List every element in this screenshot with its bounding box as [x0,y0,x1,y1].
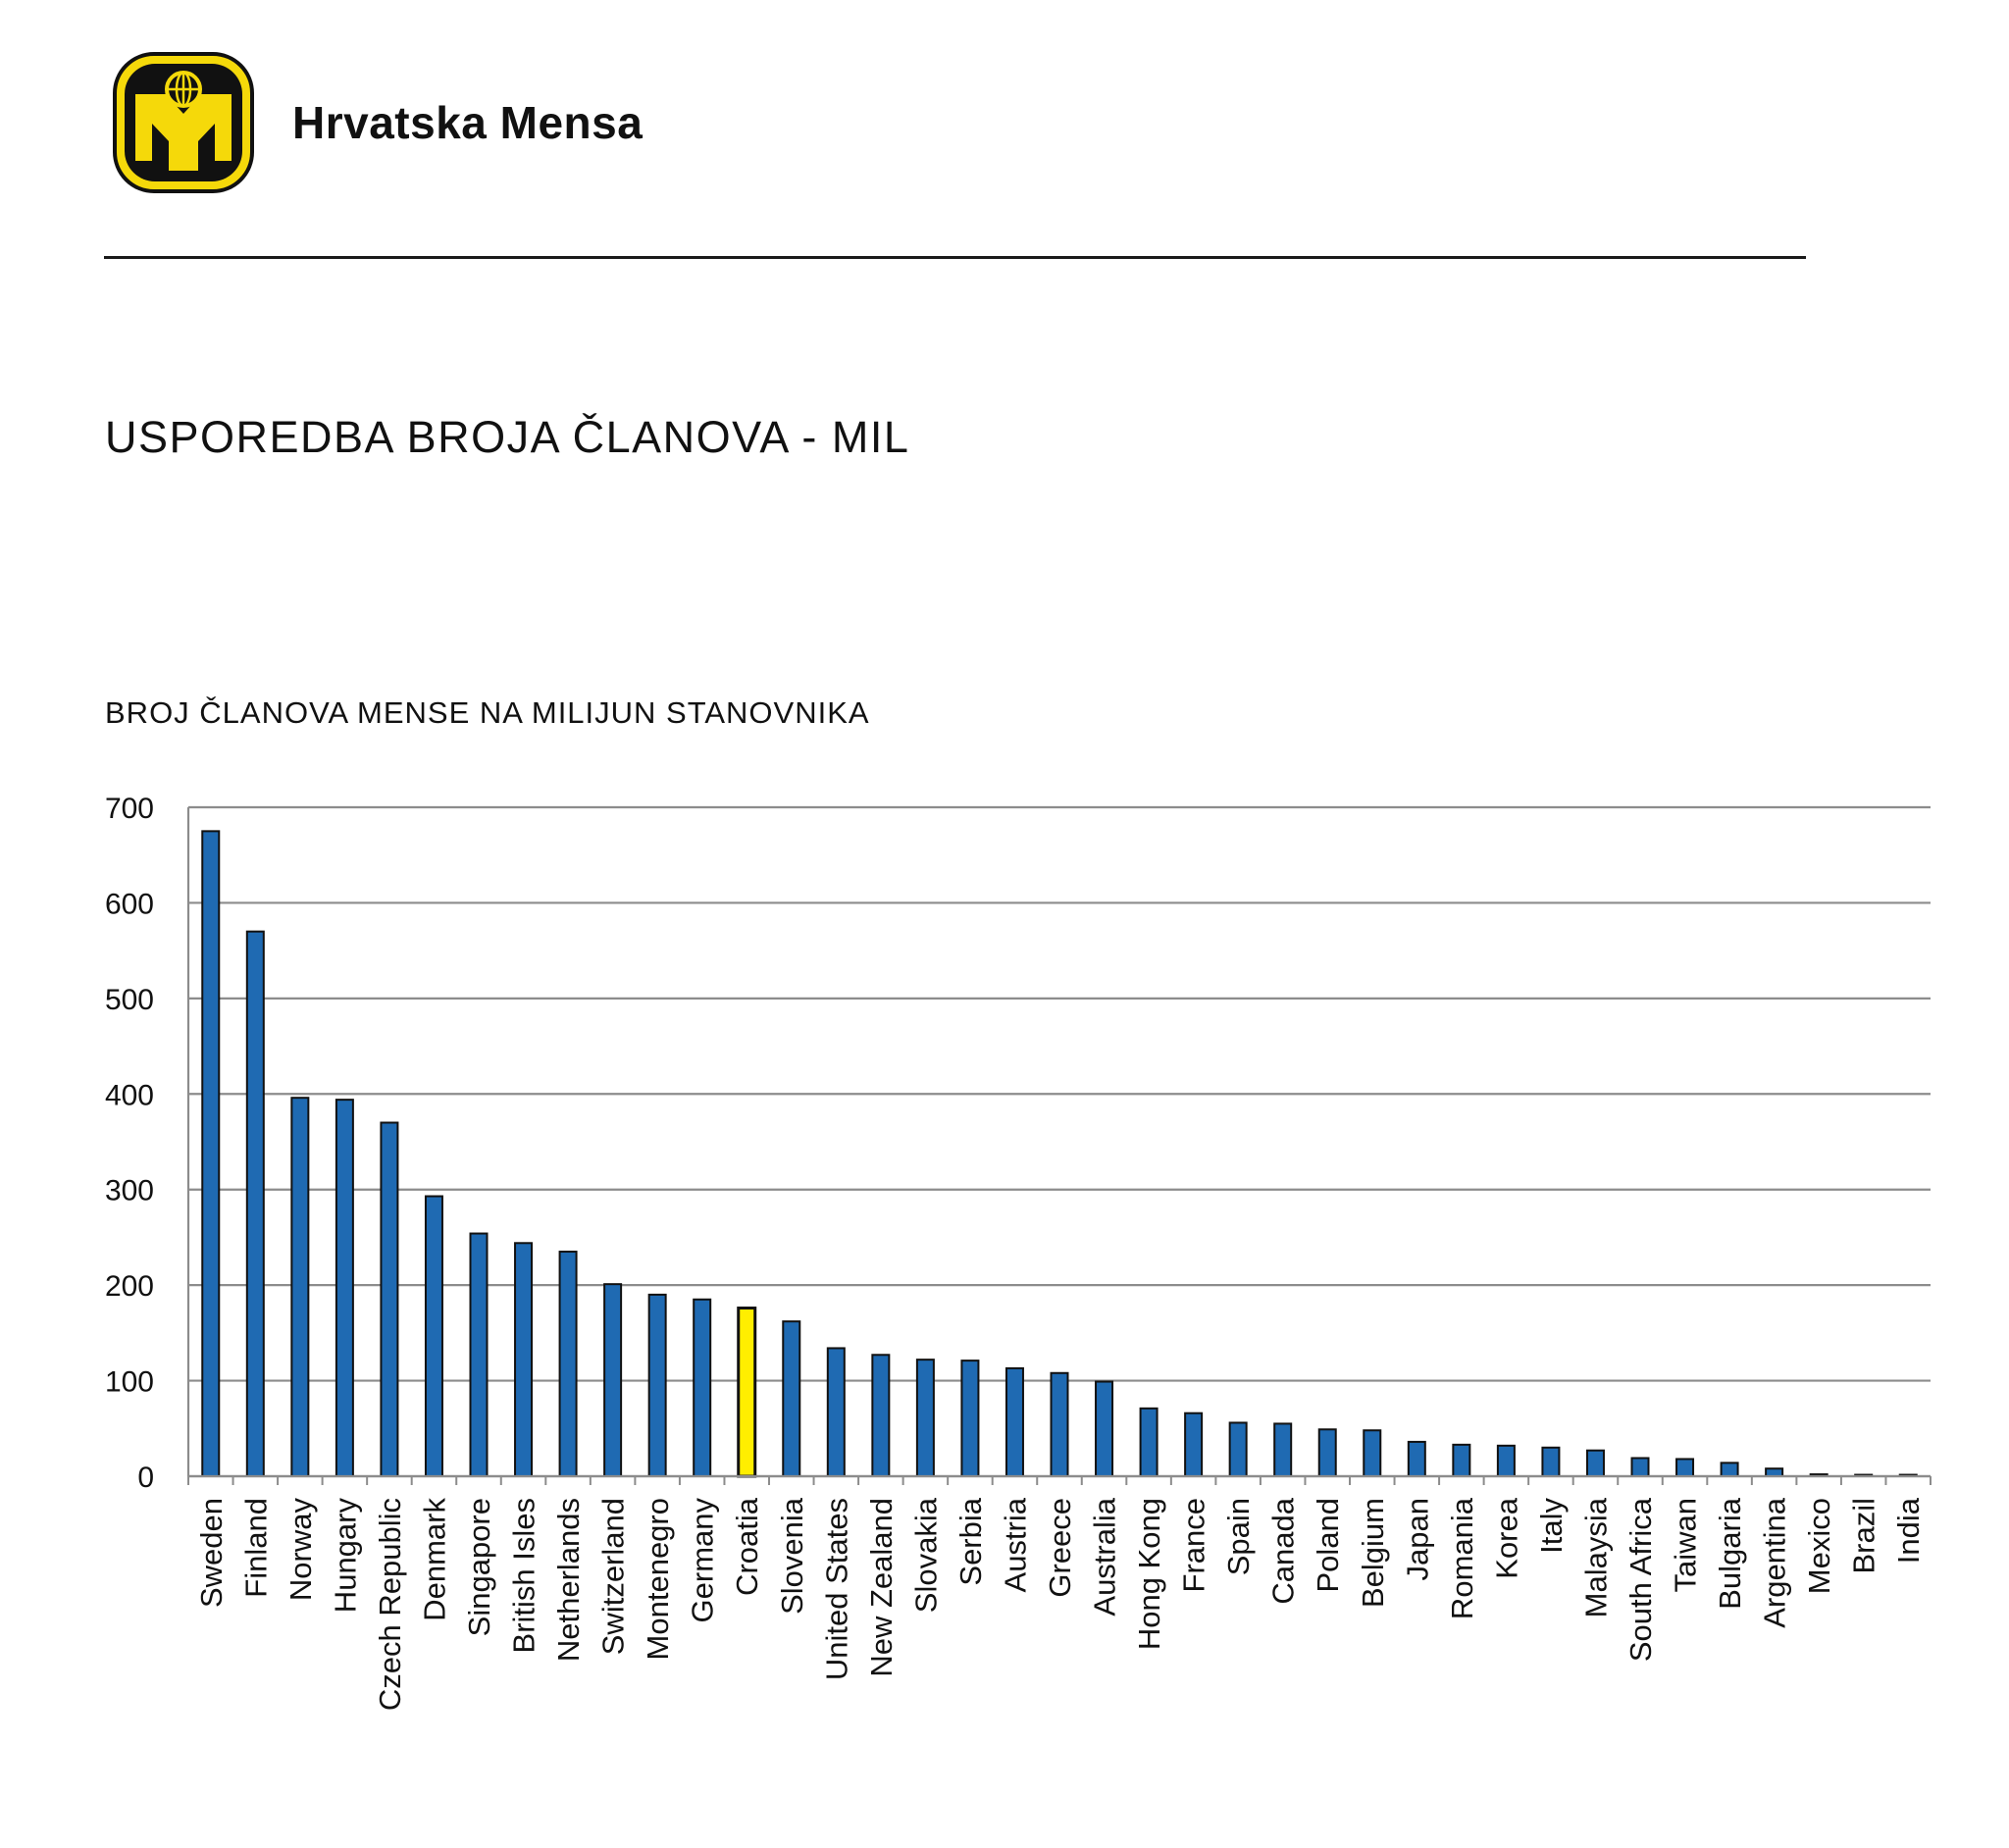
logo-m-shape [135,94,232,171]
x-tick-label: Slovakia [908,1497,943,1613]
bar [424,1195,443,1478]
x-tick-label: Denmark [417,1498,451,1621]
x-tick-label: Montenegro [641,1498,675,1660]
mensa-logo-icon [113,52,254,193]
y-tick-label: 400 [105,1079,154,1111]
y-tick-label: 500 [105,984,154,1016]
x-tick-label: Switzerland [596,1498,631,1655]
x-tick-label: Argentina [1758,1497,1792,1627]
x-tick-label: Czech Republic [373,1498,407,1711]
bar [1184,1412,1204,1477]
x-tick-label: India [1891,1497,1926,1564]
bar [469,1232,489,1477]
bar [1317,1428,1337,1478]
y-tick-label: 0 [137,1462,154,1494]
bar [782,1320,801,1478]
x-tick-label: United States [819,1498,853,1680]
x-tick-label: Canada [1266,1497,1301,1604]
x-tick-label: Poland [1311,1498,1345,1593]
bar [1407,1440,1426,1477]
x-tick-label: South Africa [1623,1497,1658,1662]
bar [201,830,221,1477]
bar [826,1347,846,1477]
x-tick-label: Japan [1400,1498,1434,1580]
x-tick-label: Spain [1221,1498,1256,1575]
bar [1004,1366,1024,1478]
x-tick-label: Australia [1088,1497,1122,1616]
y-tick-label: 700 [105,793,154,825]
x-tick-label: Hong Kong [1132,1498,1166,1650]
x-tick-label: Hungary [328,1498,362,1614]
bar [1675,1458,1695,1478]
x-tick-label: Finland [238,1498,273,1598]
bar [1273,1422,1293,1478]
bar [1541,1446,1561,1478]
bar [693,1298,712,1478]
bar [1363,1429,1382,1477]
x-tick-label: Austria [998,1497,1032,1592]
x-tick-label: Netherlands [551,1498,586,1662]
bar [245,930,265,1477]
x-tick-label: Italy [1534,1498,1569,1554]
x-tick-label: Romania [1445,1497,1479,1619]
bar [960,1360,980,1478]
x-tick-label: Germany [686,1498,720,1623]
bar [603,1283,623,1477]
y-tick-label: 300 [105,1175,154,1207]
x-tick-label: Malaysia [1578,1497,1613,1617]
bar [380,1121,399,1477]
bar-highlighted [737,1307,757,1478]
x-tick-label: New Zealand [864,1498,899,1677]
x-tick-label: Croatia [730,1497,764,1596]
x-tick-label: Belgium [1356,1498,1390,1608]
y-tick-label: 100 [105,1366,154,1399]
x-tick-label: Slovenia [775,1497,809,1615]
x-tick-label: Sweden [194,1498,229,1608]
x-tick-label: Mexico [1802,1498,1836,1594]
bar [1765,1467,1784,1477]
page-title: USPOREDBA BROJA ČLANOVA - MIL [105,412,910,462]
x-tick-label: Bulgaria [1713,1497,1747,1609]
bar [647,1293,667,1478]
bar [335,1099,354,1478]
x-tick-label: British Isles [507,1498,541,1653]
chart-title: BROJ ČLANOVA MENSE NA MILIJUN STANOVNIKA [105,695,870,730]
bar [1050,1371,1069,1477]
header-divider [104,256,1806,259]
x-tick-label: Brazil [1847,1498,1881,1574]
bar [915,1359,935,1477]
bar [1139,1407,1159,1477]
bar [514,1242,534,1477]
bar [1496,1444,1516,1478]
bar [558,1251,578,1477]
bar [1228,1421,1248,1477]
y-tick-label: 600 [105,888,154,920]
brand-name: Hrvatska Mensa [292,97,644,148]
bar [290,1097,310,1477]
x-tick-label: Korea [1489,1497,1523,1578]
bar [1095,1380,1114,1477]
x-tick-label: Greece [1043,1498,1077,1598]
x-tick-label: Taiwan [1669,1498,1703,1593]
x-tick-label: Norway [283,1498,318,1602]
x-tick-label: Serbia [953,1497,988,1585]
bar [871,1354,891,1478]
x-tick-label: Singapore [462,1498,496,1636]
bar [1720,1462,1739,1477]
bar [1452,1443,1471,1477]
bar [1630,1457,1650,1477]
bar [1585,1449,1605,1478]
x-tick-label: France [1177,1498,1211,1592]
y-tick-label: 200 [105,1270,154,1303]
